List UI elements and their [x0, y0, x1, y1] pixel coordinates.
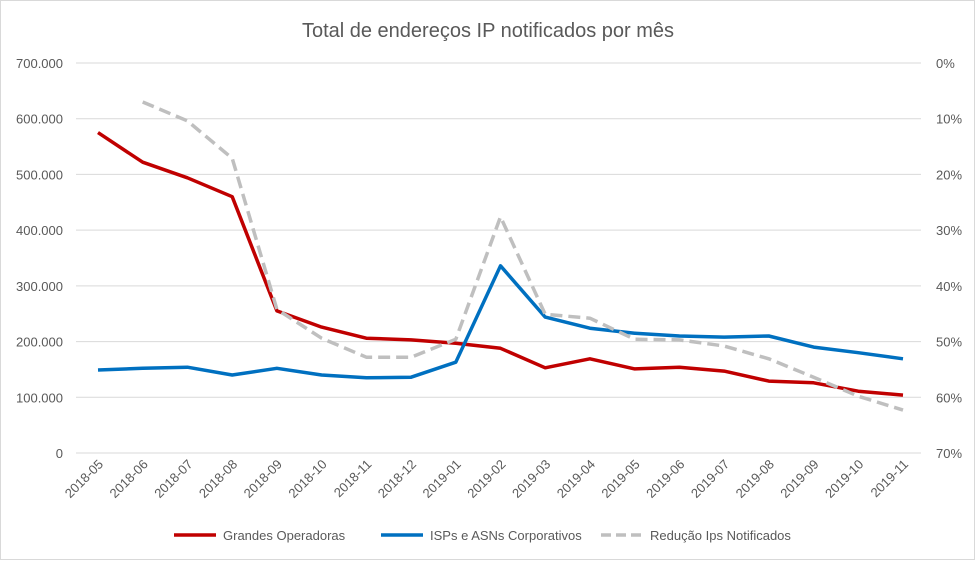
x-tick-label: 2018-05 [62, 457, 106, 501]
x-tick-label: 2019-07 [688, 457, 732, 501]
x-tick-label: 2019-11 [867, 457, 911, 501]
y-left-tick-label: 300.000 [16, 279, 63, 294]
x-tick-label: 2019-05 [598, 457, 642, 501]
x-tick-label: 2018-12 [375, 457, 419, 501]
legend-label: Grandes Operadoras [223, 528, 346, 543]
x-tick-label: 2018-10 [285, 457, 329, 501]
x-tick-label: 2019-02 [464, 457, 508, 501]
y-left-tick-label: 700.000 [16, 56, 63, 71]
y-left-tick-label: 0 [56, 446, 63, 461]
y-right-tick-label: 60% [936, 390, 962, 405]
y-left-tick-label: 500.000 [16, 167, 63, 182]
x-tick-label: 2019-01 [420, 457, 464, 501]
legend-label: Redução Ips Notificados [650, 528, 791, 543]
x-tick-label: 2019-08 [733, 457, 777, 501]
x-tick-label: 2018-08 [196, 457, 240, 501]
x-tick-label: 2018-09 [241, 457, 285, 501]
y-right-tick-label: 70% [936, 446, 962, 461]
y-right-tick-label: 50% [936, 335, 962, 350]
y-right-tick-label: 20% [936, 167, 962, 182]
x-tick-label: 2019-03 [509, 457, 553, 501]
x-tick-label: 2018-11 [331, 457, 375, 501]
y-right-tick-label: 40% [936, 279, 962, 294]
series-line-0 [97, 131, 904, 397]
y-left-tick-label: 600.000 [16, 112, 63, 127]
series-line-1 [97, 264, 904, 380]
y-right-tick-label: 10% [936, 112, 962, 127]
legend-label: ISPs e ASNs Corporativos [430, 528, 582, 543]
x-tick-label: 2018-07 [151, 457, 195, 501]
y-left-tick-label: 100.000 [16, 390, 63, 405]
chart-title: Total de endereços IP notificados por mê… [302, 20, 674, 42]
x-tick-label: 2019-04 [554, 457, 598, 501]
x-tick-label: 2019-09 [777, 457, 821, 501]
x-tick-label: 2018-06 [106, 457, 150, 501]
y-right-tick-label: 30% [936, 223, 962, 238]
y-right-tick-label: 0% [936, 56, 955, 71]
x-tick-label: 2019-06 [643, 457, 687, 501]
y-left-tick-label: 200.000 [16, 335, 63, 350]
y-left-tick-label: 400.000 [16, 223, 63, 238]
x-tick-label: 2019-10 [822, 457, 866, 501]
series-line-2 [142, 100, 904, 412]
